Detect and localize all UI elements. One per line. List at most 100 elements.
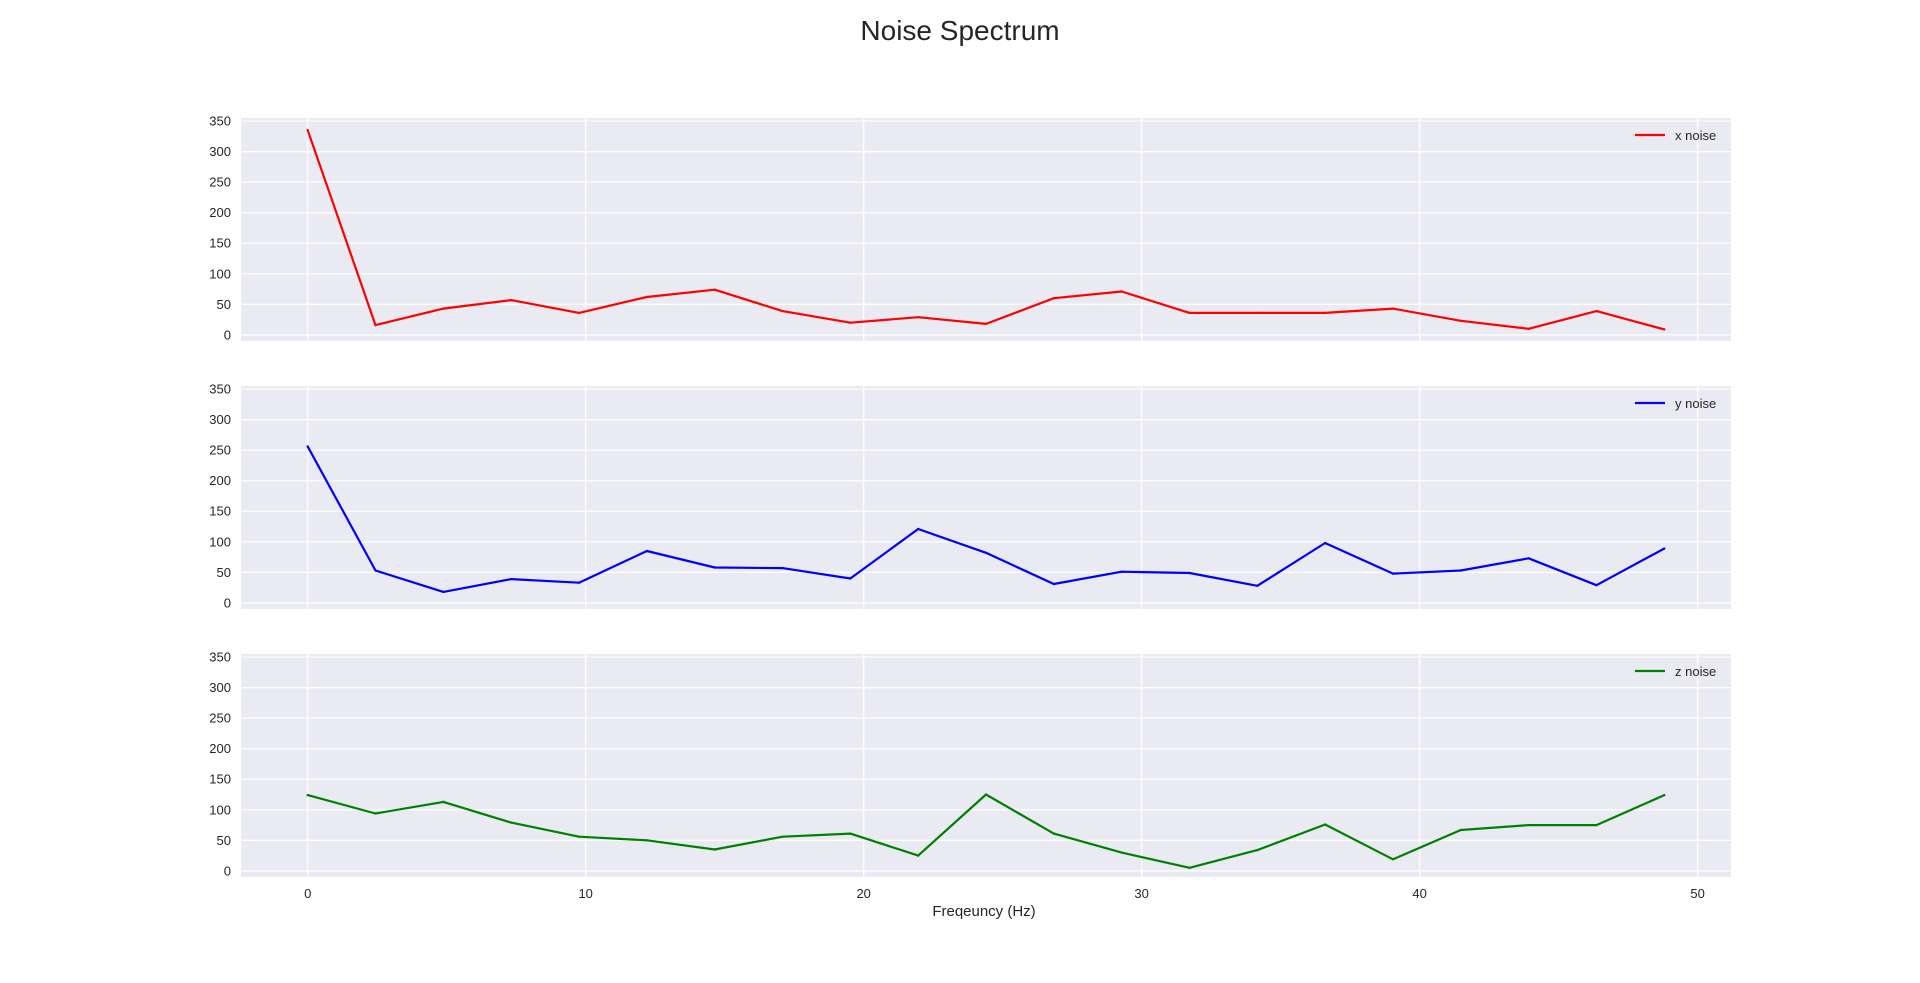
y-tick-label: 150	[209, 236, 231, 251]
y-tick-label: 250	[209, 443, 231, 458]
data-point	[781, 309, 784, 313]
data-point	[645, 549, 649, 553]
data-point	[781, 835, 784, 838]
legend-label: z noise	[1675, 664, 1716, 679]
x-tick-label: 40	[1412, 886, 1426, 901]
x-tick-label: 20	[856, 886, 870, 901]
legend: z noise	[1635, 664, 1716, 679]
data-point	[1323, 541, 1327, 545]
data-point	[1120, 851, 1123, 854]
data-point	[1595, 823, 1598, 827]
y-tick-label: 300	[209, 412, 231, 427]
data-point	[984, 322, 988, 326]
data-point	[1052, 297, 1056, 300]
legend: x noise	[1635, 128, 1716, 143]
chart-title: Noise Spectrum	[860, 15, 1059, 46]
data-point	[1663, 793, 1666, 797]
data-point	[510, 298, 513, 302]
y-tick-label: 50	[217, 565, 231, 580]
data-point	[1527, 327, 1530, 330]
data-point	[1459, 319, 1462, 323]
panel-1: 0 50 100 150 200 250 300 350 x noise	[209, 114, 1731, 342]
data-point	[1188, 866, 1191, 870]
data-point	[577, 835, 581, 838]
data-point	[916, 854, 920, 857]
x-tick-label: 10	[578, 886, 592, 901]
data-point	[374, 812, 377, 815]
data-point	[1256, 311, 1259, 315]
y-tick-label: 250	[209, 175, 231, 190]
y-tick-label: 200	[209, 205, 231, 220]
data-point	[1391, 858, 1395, 861]
y-tick-label: 50	[217, 833, 231, 848]
data-point	[442, 590, 445, 594]
data-point	[510, 577, 513, 581]
data-point	[1527, 557, 1530, 560]
data-point	[442, 800, 445, 804]
data-point	[374, 569, 377, 572]
y-tick-label: 0	[224, 327, 231, 342]
data-point	[1188, 311, 1191, 315]
y-tick-label: 50	[217, 297, 231, 312]
data-point	[1391, 572, 1395, 575]
y-tick-label: 100	[209, 266, 231, 281]
y-tick-label: 100	[209, 802, 231, 817]
legend-label: x noise	[1675, 128, 1716, 143]
y-tick-label: 0	[224, 595, 231, 610]
legend-label: y noise	[1675, 396, 1716, 411]
data-point	[1120, 290, 1123, 293]
y-tick-label: 300	[209, 680, 231, 695]
data-point	[1052, 582, 1056, 586]
data-point	[984, 793, 988, 796]
y-tick-label: 200	[209, 473, 231, 488]
data-point	[306, 445, 309, 448]
data-point	[713, 288, 716, 291]
data-point	[645, 839, 649, 842]
data-point	[1391, 307, 1395, 310]
y-tick-label: 150	[209, 504, 231, 519]
y-tick-label: 350	[209, 114, 231, 129]
x-tick-label: 50	[1690, 886, 1704, 901]
data-point	[849, 321, 852, 324]
data-point	[1527, 823, 1530, 827]
y-tick-label: 300	[209, 144, 231, 159]
x-axis-label: Freqeuncy (Hz)	[932, 903, 1035, 920]
data-point	[306, 129, 309, 132]
data-point	[577, 581, 581, 584]
data-point	[849, 832, 852, 835]
data-point	[1188, 571, 1191, 575]
y-tick-label: 0	[224, 863, 231, 878]
data-point	[1256, 848, 1259, 852]
x-tick-label: 30	[1134, 886, 1148, 901]
y-tick-label: 350	[209, 382, 231, 397]
data-point	[849, 577, 852, 580]
x-tick-label: 0	[304, 886, 311, 901]
data-point	[510, 821, 513, 824]
y-tick-label: 350	[209, 650, 231, 665]
legend: y noise	[1635, 396, 1716, 411]
panel-2: 0 50 100 150 200 250 300 350 y noise	[209, 382, 1731, 610]
data-point	[916, 527, 920, 531]
data-point	[1120, 570, 1123, 573]
data-point	[713, 848, 716, 851]
data-point	[916, 315, 920, 319]
data-point	[1595, 309, 1598, 313]
y-tick-label: 250	[209, 711, 231, 726]
data-point	[1663, 328, 1666, 331]
data-point	[781, 566, 784, 570]
data-point	[442, 307, 445, 310]
data-point	[577, 311, 581, 315]
data-point	[645, 295, 649, 299]
y-tick-label: 200	[209, 741, 231, 756]
data-point	[1323, 823, 1327, 826]
data-point	[984, 551, 988, 554]
panel-3: 0 50 100 150 200 250 300 350 0 10 20 30 40 50 z noise	[209, 650, 1731, 901]
data-point	[1323, 311, 1327, 315]
data-point	[713, 566, 716, 569]
data-point	[1052, 832, 1056, 835]
data-point	[1459, 569, 1462, 572]
data-point	[306, 793, 309, 797]
data-point	[1595, 583, 1598, 587]
